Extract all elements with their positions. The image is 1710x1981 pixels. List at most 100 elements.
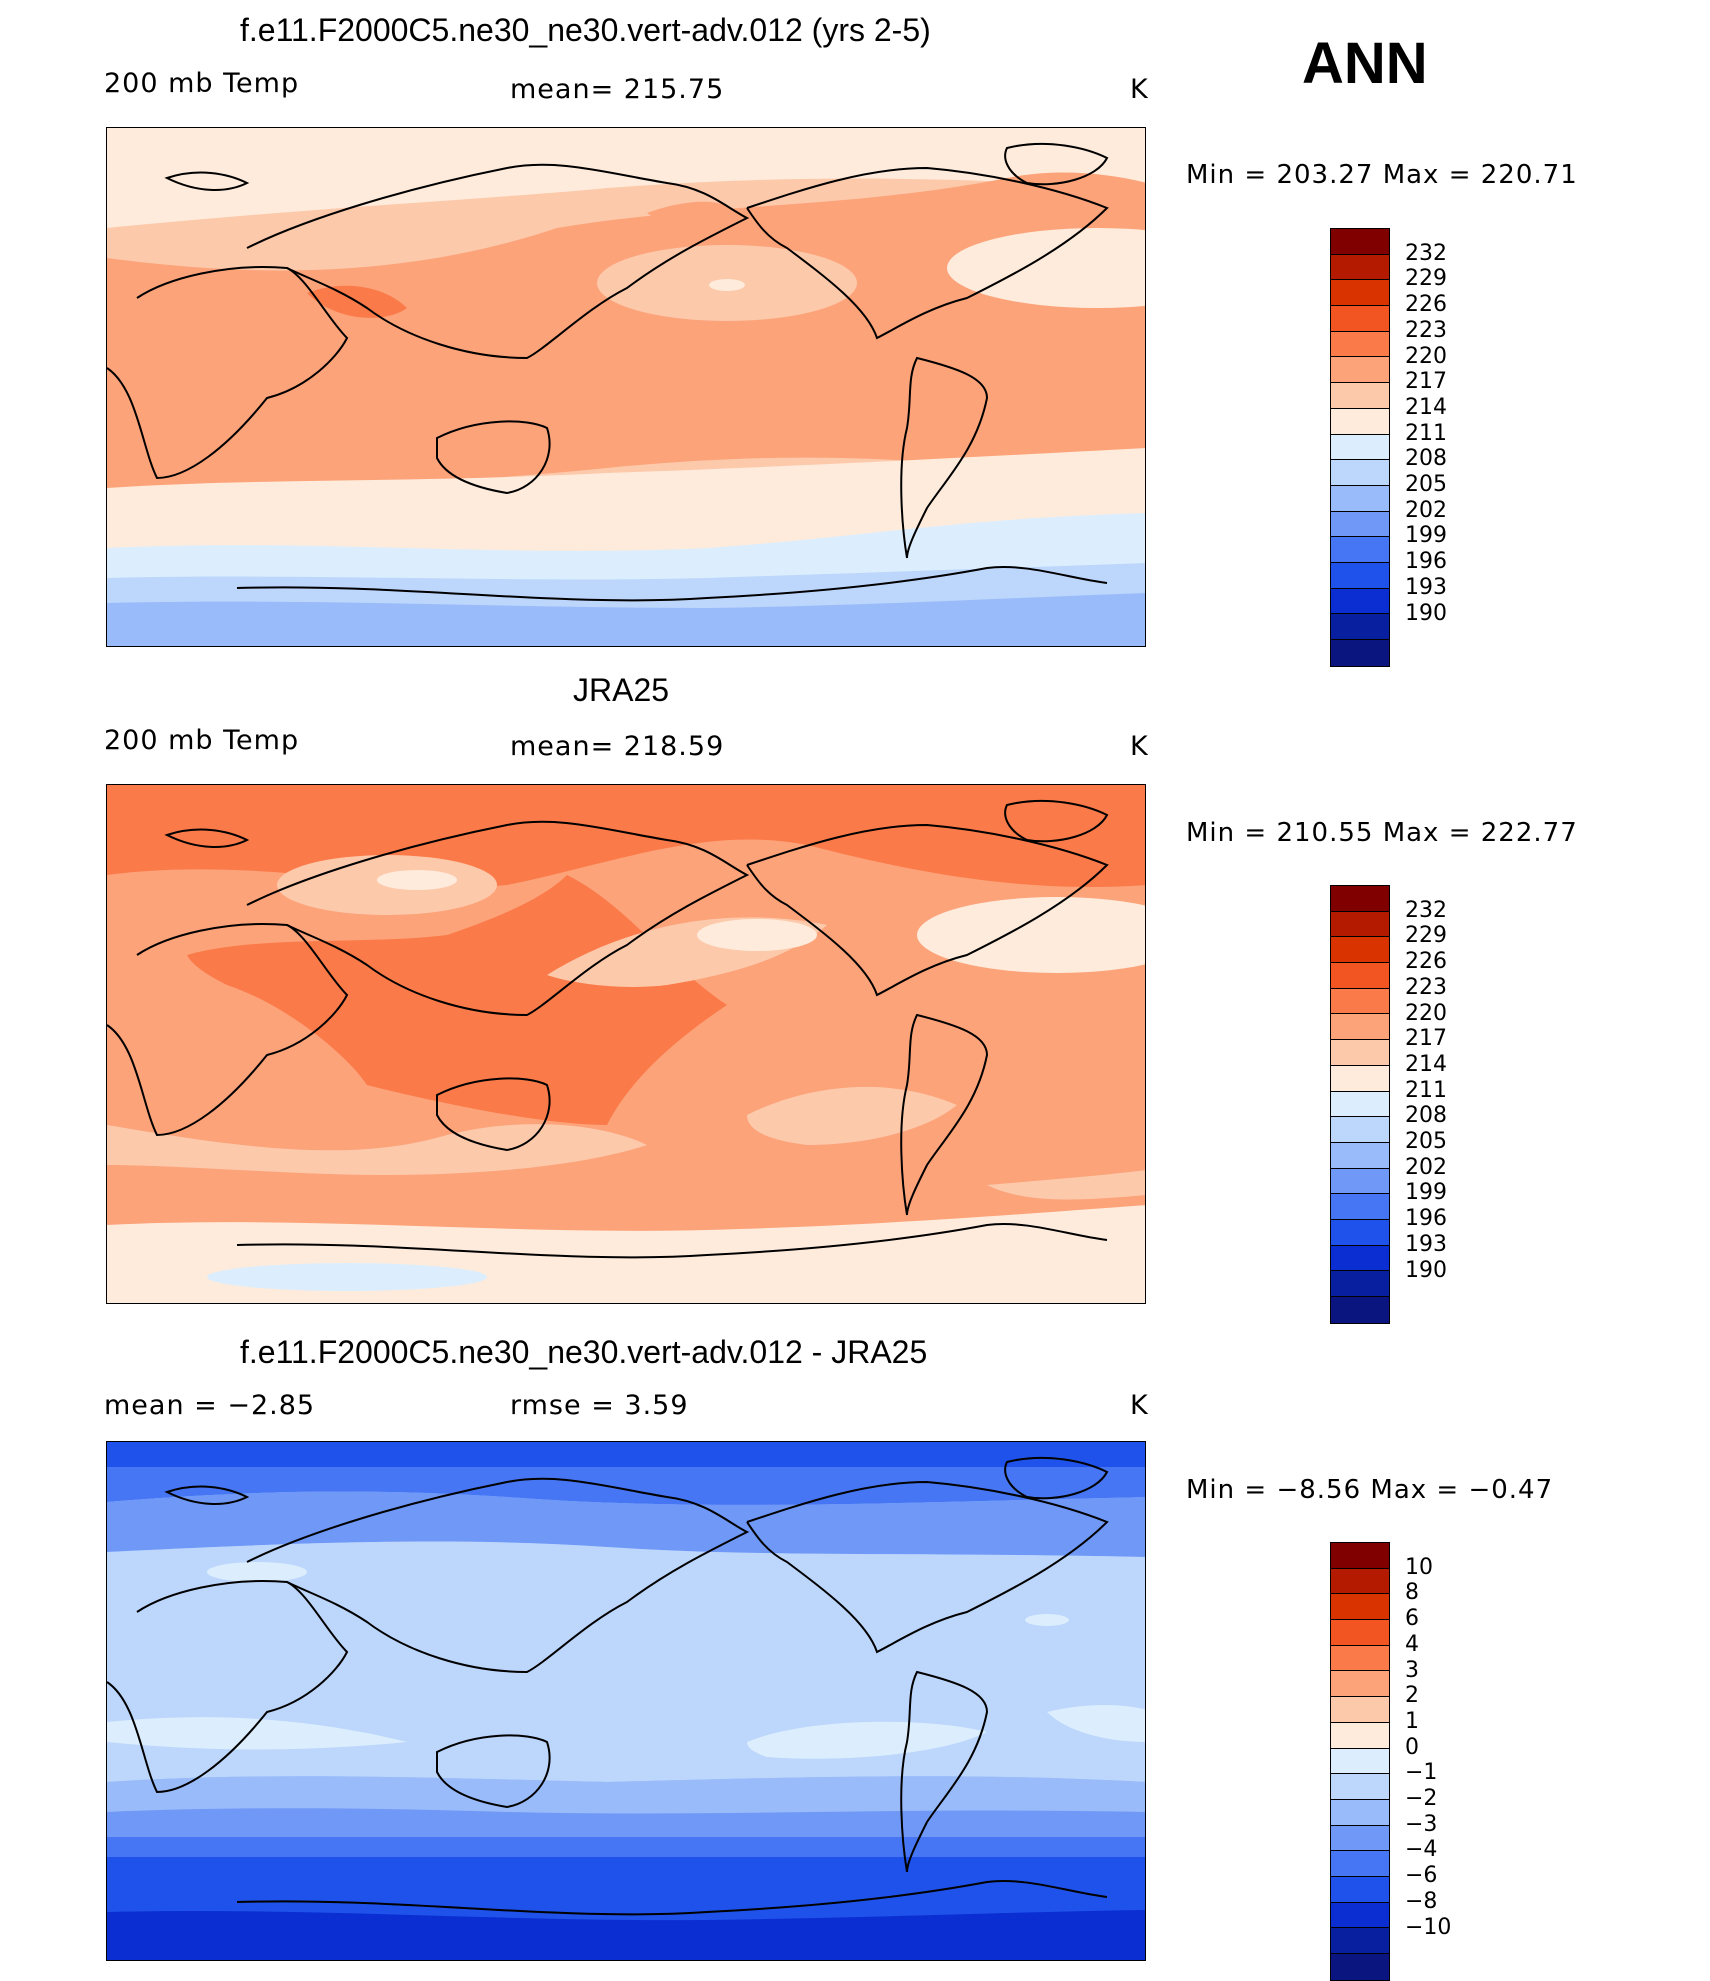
panel1-colorbar — [1330, 228, 1390, 667]
colorbar-label: 229 — [1405, 266, 1447, 292]
colorbar-swatch — [1331, 886, 1389, 912]
colorbar-swatch — [1331, 1671, 1389, 1698]
colorbar-label: 202 — [1405, 497, 1447, 523]
colorbar-swatch — [1331, 229, 1389, 255]
colorbar-label: 208 — [1405, 446, 1447, 472]
colorbar-swatch — [1331, 1928, 1389, 1954]
panel1-units: K — [1130, 74, 1149, 105]
colorbar-swatch — [1331, 306, 1389, 332]
colorbar-swatch — [1331, 331, 1389, 358]
colorbar-label: −4 — [1405, 1837, 1438, 1863]
colorbar-swatch — [1331, 988, 1389, 1015]
colorbar-label: 214 — [1405, 394, 1447, 420]
colorbar-swatch — [1331, 254, 1389, 281]
panel1-contour-map — [107, 128, 1145, 646]
panel1-variable-label: 200 mb Temp — [104, 68, 300, 99]
colorbar-swatch — [1331, 1697, 1389, 1723]
colorbar-label: 214 — [1405, 1051, 1447, 1077]
panel2-colorbar — [1330, 885, 1390, 1324]
colorbar-swatch — [1331, 963, 1389, 989]
colorbar-swatch — [1331, 1851, 1389, 1877]
colorbar-swatch — [1331, 357, 1389, 384]
colorbar-swatch — [1331, 1219, 1389, 1246]
colorbar-label: 193 — [1405, 574, 1447, 600]
colorbar-label: 217 — [1405, 369, 1447, 395]
panel3-contour-map — [107, 1442, 1145, 1960]
colorbar-label: 205 — [1405, 1129, 1447, 1154]
colorbar-swatch — [1331, 1748, 1389, 1775]
panel3-map — [106, 1441, 1146, 1961]
panel2-map — [106, 784, 1146, 1304]
colorbar-label: 4 — [1405, 1631, 1419, 1657]
colorbar-label: 193 — [1405, 1231, 1447, 1257]
colorbar-swatch — [1331, 1117, 1389, 1143]
panel3-mean-label: mean = −2.85 — [104, 1390, 316, 1421]
colorbar-label: 232 — [1405, 897, 1447, 923]
colorbar-label: −10 — [1405, 1914, 1452, 1940]
season-label: ANN — [1302, 31, 1428, 96]
colorbar-label: 205 — [1405, 472, 1447, 497]
colorbar-label: 217 — [1405, 1026, 1447, 1052]
panel1-minmax: Min = 203.27 Max = 220.71 — [1186, 160, 1578, 190]
colorbar-label: 202 — [1405, 1154, 1447, 1180]
colorbar-swatch — [1331, 1065, 1389, 1092]
colorbar-label: 208 — [1405, 1103, 1447, 1129]
colorbar-label: 199 — [1405, 523, 1447, 549]
colorbar-label: −2 — [1405, 1786, 1438, 1811]
colorbar-label: 6 — [1405, 1606, 1419, 1632]
colorbar-label: −1 — [1405, 1760, 1438, 1786]
colorbar-swatch — [1331, 1271, 1389, 1297]
panel3-units: K — [1130, 1390, 1149, 1421]
colorbar-swatch — [1331, 460, 1389, 486]
colorbar-swatch — [1331, 1722, 1389, 1749]
colorbar-swatch — [1331, 1168, 1389, 1195]
colorbar-swatch — [1331, 911, 1389, 938]
colorbar-label: 223 — [1405, 317, 1447, 343]
colorbar-swatch — [1331, 588, 1389, 615]
colorbar-swatch — [1331, 383, 1389, 409]
colorbar-swatch — [1331, 1040, 1389, 1066]
colorbar-swatch — [1331, 1594, 1389, 1621]
panel1-mean-label: mean= 215.75 — [510, 74, 725, 105]
colorbar-label: 226 — [1405, 292, 1447, 318]
colorbar-swatch — [1331, 511, 1389, 538]
colorbar-swatch — [1331, 1568, 1389, 1595]
colorbar-label: 223 — [1405, 974, 1447, 1000]
colorbar-label: 1 — [1405, 1708, 1419, 1734]
colorbar-label: 232 — [1405, 240, 1447, 266]
colorbar-swatch — [1331, 1954, 1389, 1980]
colorbar-label: 196 — [1405, 549, 1447, 575]
colorbar-label: 211 — [1405, 420, 1447, 446]
colorbar-label: 199 — [1405, 1180, 1447, 1206]
colorbar-label: 220 — [1405, 343, 1447, 369]
colorbar-swatch — [1331, 1799, 1389, 1826]
colorbar-label: 196 — [1405, 1206, 1447, 1232]
colorbar-swatch — [1331, 1245, 1389, 1272]
colorbar-swatch — [1331, 280, 1389, 307]
colorbar-swatch — [1331, 537, 1389, 563]
colorbar-label: 190 — [1405, 600, 1447, 626]
colorbar-label: 226 — [1405, 949, 1447, 975]
colorbar-swatch — [1331, 640, 1389, 666]
colorbar-swatch — [1331, 1620, 1389, 1646]
colorbar-label: 8 — [1405, 1580, 1419, 1606]
panel3-title: f.e11.F2000C5.ne30_ne30.vert-adv.012 - J… — [240, 1334, 928, 1370]
colorbar-swatch — [1331, 937, 1389, 964]
colorbar-label: 190 — [1405, 1257, 1447, 1283]
colorbar-swatch — [1331, 408, 1389, 435]
colorbar-label: 10 — [1405, 1554, 1433, 1580]
panel2-minmax: Min = 210.55 Max = 222.77 — [1186, 818, 1578, 848]
colorbar-swatch — [1331, 1774, 1389, 1800]
colorbar-swatch — [1331, 1902, 1389, 1929]
panel1-title: f.e11.F2000C5.ne30_ne30.vert-adv.012 (yr… — [240, 12, 931, 48]
colorbar-swatch — [1331, 1014, 1389, 1041]
colorbar-swatch — [1331, 1142, 1389, 1169]
colorbar-swatch — [1331, 1645, 1389, 1672]
colorbar-swatch — [1331, 1297, 1389, 1323]
colorbar-swatch — [1331, 614, 1389, 640]
colorbar-label: 0 — [1405, 1734, 1419, 1760]
colorbar-swatch — [1331, 485, 1389, 512]
colorbar-label: 3 — [1405, 1657, 1419, 1683]
colorbar-swatch — [1331, 434, 1389, 461]
panel3-minmax: Min = −8.56 Max = −0.47 — [1186, 1475, 1554, 1505]
